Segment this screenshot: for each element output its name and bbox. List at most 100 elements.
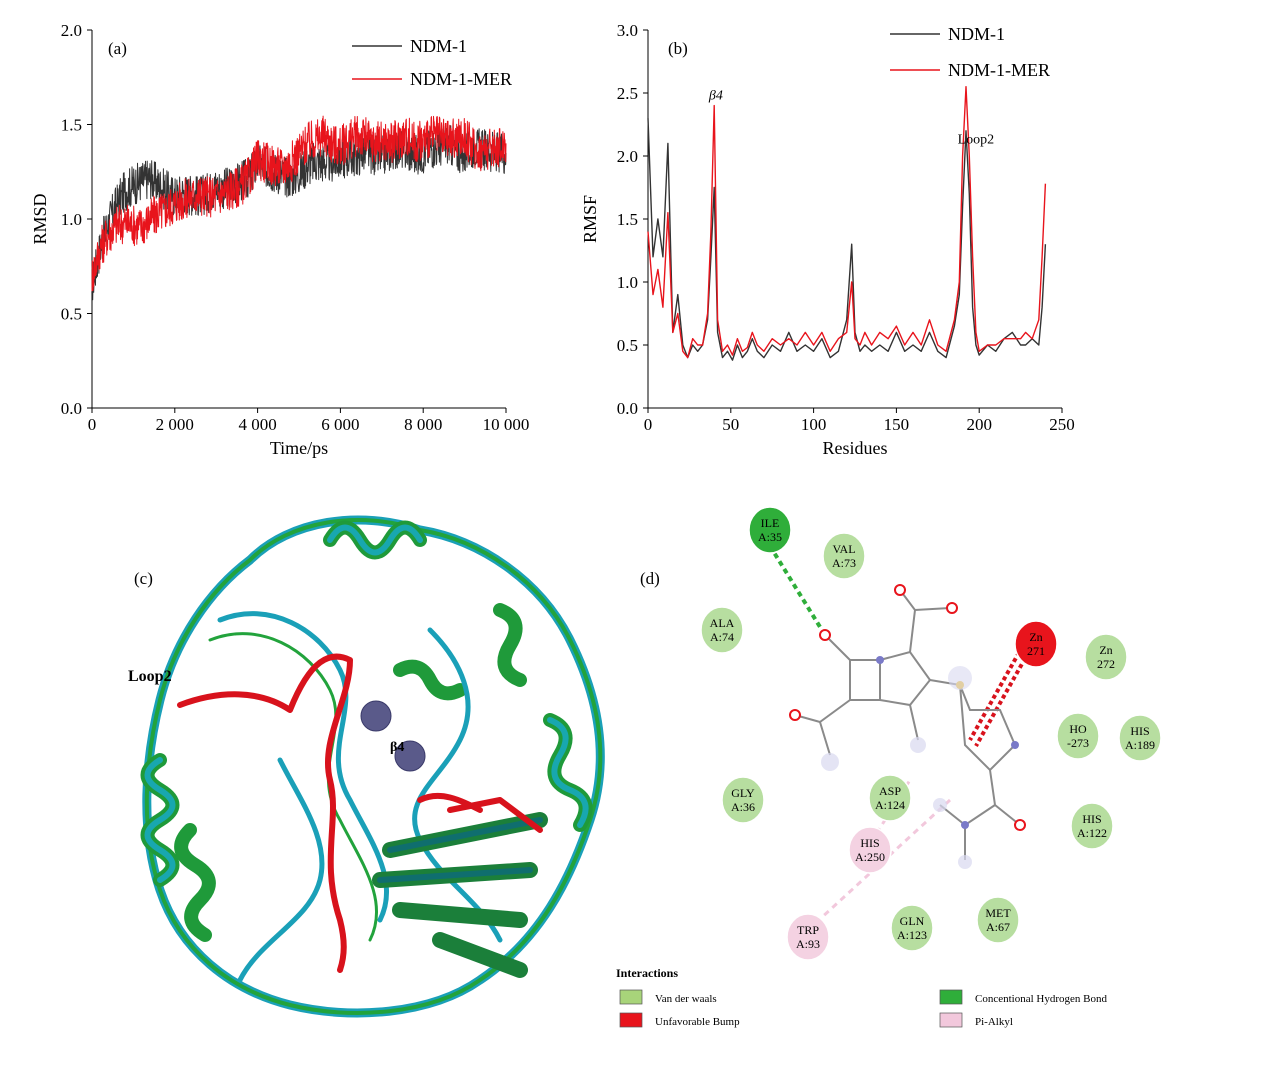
legend-label: NDM-1-MER [410, 69, 512, 89]
residue-circle [822, 532, 866, 580]
residue-circle [748, 506, 792, 554]
x-tick-label: 10 000 [483, 415, 530, 434]
residue-name: ILE [761, 516, 780, 530]
legend-swatch-pialkyl [939, 1012, 963, 1028]
residue-id: -273 [1067, 736, 1089, 750]
y-axis-label: RMSD [30, 193, 50, 244]
x-tick-label: 200 [966, 415, 992, 434]
residue-id: A:67 [986, 920, 1010, 934]
legend-label-hbond: Concentional Hydrogen Bond [975, 993, 1107, 1005]
residue-name: GLN [900, 914, 925, 928]
y-tick-label: 3.0 [617, 21, 638, 40]
x-tick-label: 2 000 [156, 415, 194, 434]
y-tick-label: 2.0 [617, 147, 638, 166]
rmsf-chart: 0 50 100 150 200 250 0.0 0.5 1.0 1.5 2.0 2.5 3.0 Resi… [580, 21, 1075, 458]
residue-circle [1070, 802, 1114, 850]
y-tick-label: 2.5 [617, 84, 638, 103]
residue-id: 271 [1027, 644, 1045, 658]
ligand-atoms [789, 584, 1026, 869]
residue-id: A:36 [731, 800, 755, 814]
legend-label: NDM-1 [948, 24, 1005, 44]
y-tick-label: 1.5 [61, 116, 82, 135]
residue-id: 272 [1097, 657, 1115, 671]
residue-name: HO [1069, 722, 1087, 736]
x-axis-label: Time/ps [270, 438, 328, 458]
residue-id: A:122 [1077, 826, 1107, 840]
residue-circle [890, 904, 934, 952]
x-tick-label: 6 000 [321, 415, 359, 434]
residue-name: TRP [797, 923, 819, 937]
y-tick-label: 0.0 [61, 399, 82, 418]
y-tick-label: 1.0 [61, 210, 82, 229]
legend-swatch-bump [619, 1012, 643, 1028]
residue-circle [1014, 620, 1058, 668]
residue-circle [848, 826, 892, 874]
residue-name: HIS [1130, 724, 1149, 738]
residue-circle [868, 774, 912, 822]
residue-circle [721, 776, 765, 824]
residue-name: VAL [832, 542, 855, 556]
residue-id: A:189 [1125, 738, 1155, 752]
residue-id: A:93 [796, 937, 820, 951]
residue-id: A:73 [832, 556, 856, 570]
interactions-legend: Interactions Van der waals Unfavorable B… [616, 966, 1107, 1028]
x-tick-label: 0 [644, 415, 653, 434]
rmsd-chart: 0 2 000 4 000 6 000 8 000 10 000 0.0 0.5 1.0 1.5 2… [30, 21, 529, 458]
y-tick-label: 2.0 [61, 21, 82, 40]
y-tick-label: 0.5 [61, 305, 82, 324]
loop2-label: Loop2 [128, 668, 172, 685]
series-line-ndm-1 [647, 118, 1047, 361]
legend-label-bump: Unfavorable Bump [655, 1016, 740, 1028]
legend-swatch-vdw [619, 989, 643, 1005]
protein-structure-image: (c) [128, 515, 605, 1018]
x-tick-label: 100 [801, 415, 827, 434]
panel-label: (b) [668, 39, 688, 58]
residue-circle [1084, 633, 1128, 681]
x-tick-label: 50 [722, 415, 739, 434]
series-line-ndm-1-mer [647, 86, 1047, 359]
residue-name: ASP [879, 784, 901, 798]
residue-circle [976, 896, 1020, 944]
residue-name: Zn [1099, 643, 1112, 657]
residue-name: GLY [731, 786, 755, 800]
residue-name: ALA [710, 616, 735, 630]
legend-label-pialkyl: Pi-Alkyl [975, 1016, 1013, 1028]
x-tick-label: 250 [1049, 415, 1075, 434]
x-tick-label: 8 000 [404, 415, 442, 434]
residue-name: MET [985, 906, 1011, 920]
interaction-lines [768, 544, 1034, 932]
legend-label: NDM-1 [410, 36, 467, 56]
x-tick-label: 0 [88, 415, 97, 434]
residue-circle [700, 606, 744, 654]
y-axis-label: RMSF [580, 195, 600, 243]
legend-swatch-hbond [939, 989, 963, 1005]
annotation-label: Loop2 [958, 132, 995, 147]
x-axis-label: Residues [823, 438, 888, 458]
residue-id: A:35 [758, 530, 782, 544]
series-line-ndm-1-mer [91, 115, 507, 292]
residue-circle [1056, 712, 1100, 760]
annotation-label: β4 [708, 88, 723, 103]
x-tick-label: 4 000 [238, 415, 276, 434]
rmsd-plot-area: 0 2 000 4 000 6 000 8 000 10 000 0.0 0.5 1.0 1.5 2… [30, 21, 529, 458]
panel-label-d: (d) [640, 569, 660, 588]
y-tick-label: 0.0 [617, 399, 638, 418]
residue-id: A:74 [710, 630, 734, 644]
protein-cartoon [140, 515, 605, 1018]
residue-name: HIS [1082, 812, 1101, 826]
residue-id: A:250 [855, 850, 885, 864]
rmsf-plot-area: 0 50 100 150 200 250 0.0 0.5 1.0 1.5 2.0 2.5 3.0 Resi… [580, 21, 1075, 458]
y-tick-label: 0.5 [617, 336, 638, 355]
